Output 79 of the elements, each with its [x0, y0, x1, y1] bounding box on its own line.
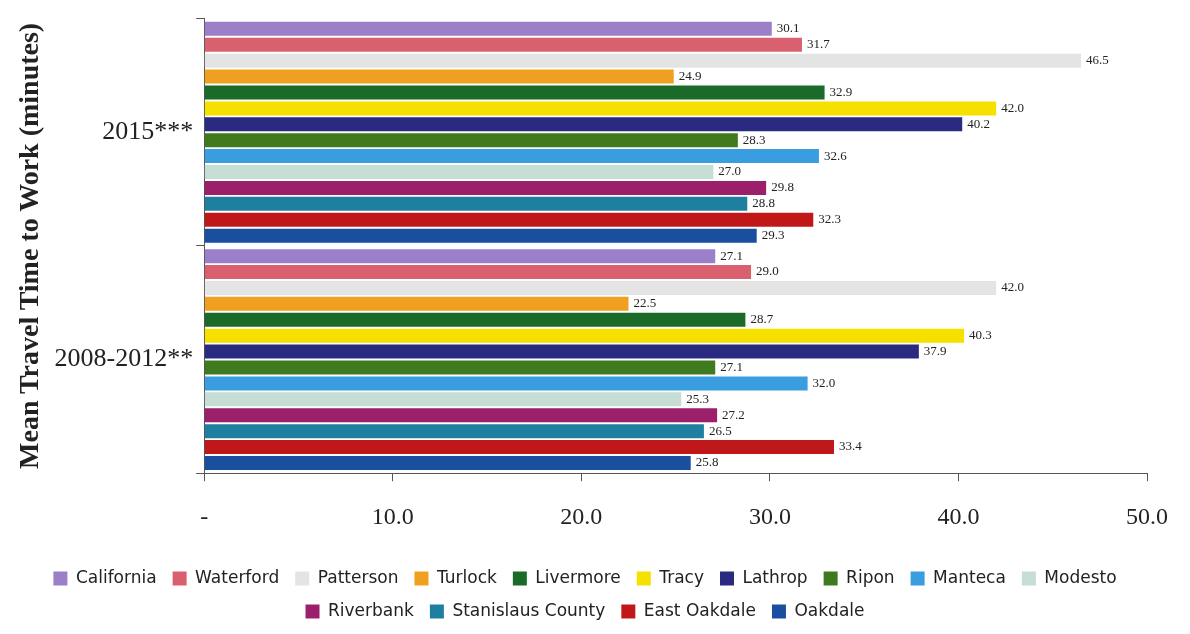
legend-label: Manteca — [933, 566, 1006, 587]
data-label: 27.1 — [720, 247, 743, 263]
bar — [204, 117, 963, 132]
data-label: 27.2 — [722, 406, 745, 422]
data-label: 27.1 — [720, 358, 743, 374]
bar — [204, 196, 748, 211]
data-label: 24.9 — [678, 67, 702, 83]
legend-label: Patterson — [317, 566, 399, 587]
x-tick-label: 30.0 — [748, 502, 791, 529]
data-label: 27.0 — [718, 163, 742, 179]
x-tick-label: 40.0 — [937, 502, 980, 529]
bar — [204, 101, 997, 116]
data-label: 40.2 — [967, 115, 990, 131]
bar — [204, 21, 772, 36]
bar — [204, 133, 738, 148]
bar — [204, 440, 835, 455]
data-label: 42.0 — [1001, 99, 1024, 115]
data-label: 29.0 — [756, 263, 779, 279]
bar — [204, 280, 997, 295]
data-label: 40.3 — [969, 327, 992, 343]
data-label: 32.9 — [829, 83, 853, 99]
bar — [204, 265, 752, 280]
x-tick-label: - — [200, 502, 209, 529]
bar — [204, 165, 714, 180]
bar — [204, 228, 757, 243]
bar — [204, 212, 814, 227]
legend-label: Turlock — [435, 566, 497, 587]
bar — [204, 392, 682, 407]
bar — [204, 312, 746, 327]
data-label: 26.5 — [708, 422, 732, 438]
data-label: 32.0 — [812, 374, 836, 390]
bar — [204, 424, 704, 439]
bar — [204, 85, 825, 100]
bar — [204, 180, 767, 195]
y-tick-label: 2015*** — [102, 116, 194, 146]
bar — [204, 328, 965, 343]
legend-label: Modesto — [1044, 566, 1117, 587]
legend-label: Waterford — [195, 566, 280, 587]
y-axis-title: Mean Travel Time to Work (minutes) — [13, 22, 45, 469]
bar — [204, 53, 1082, 68]
data-label: 33.4 — [839, 438, 863, 454]
legend-label: Lathrop — [742, 566, 808, 587]
data-label: 31.7 — [806, 36, 831, 52]
legend-label: Stanislaus County — [452, 599, 606, 620]
bar — [204, 376, 808, 391]
data-label: 37.9 — [923, 343, 947, 359]
bar — [204, 149, 819, 164]
legend-label: Tracy — [658, 566, 704, 587]
data-label: 22.5 — [633, 295, 657, 311]
bar — [204, 296, 629, 311]
data-label: 46.5 — [1086, 52, 1109, 68]
data-label: 29.3 — [761, 227, 785, 243]
bar — [204, 360, 716, 375]
data-label: 25.8 — [695, 454, 719, 470]
data-label: 25.3 — [686, 390, 710, 406]
x-tick-label: 20.0 — [560, 502, 603, 529]
data-label: 30.1 — [776, 20, 800, 36]
x-tick-label: 10.0 — [371, 502, 414, 529]
data-label: 28.3 — [742, 131, 766, 147]
bar — [204, 69, 674, 84]
bar — [204, 344, 919, 359]
data-label: 42.0 — [1001, 279, 1024, 295]
legend-label: Ripon — [846, 566, 895, 587]
y-tick-label: 2008-2012** — [54, 343, 194, 373]
data-label: 28.8 — [752, 195, 776, 211]
bar — [204, 455, 691, 470]
data-label: 28.7 — [750, 311, 774, 327]
data-label: 32.3 — [818, 211, 842, 227]
legend-label: California — [75, 566, 157, 587]
legend-label: Riverbank — [328, 599, 415, 620]
legend-label: Livermore — [535, 566, 621, 587]
data-label: 32.6 — [823, 147, 848, 163]
bar — [204, 249, 716, 264]
legend-label: Oakdale — [794, 599, 865, 620]
bar — [204, 408, 718, 423]
bar — [204, 37, 802, 52]
x-tick-label: 50.0 — [1126, 502, 1168, 529]
data-label: 29.8 — [771, 179, 794, 195]
legend-label: East Oakdale — [643, 599, 756, 620]
